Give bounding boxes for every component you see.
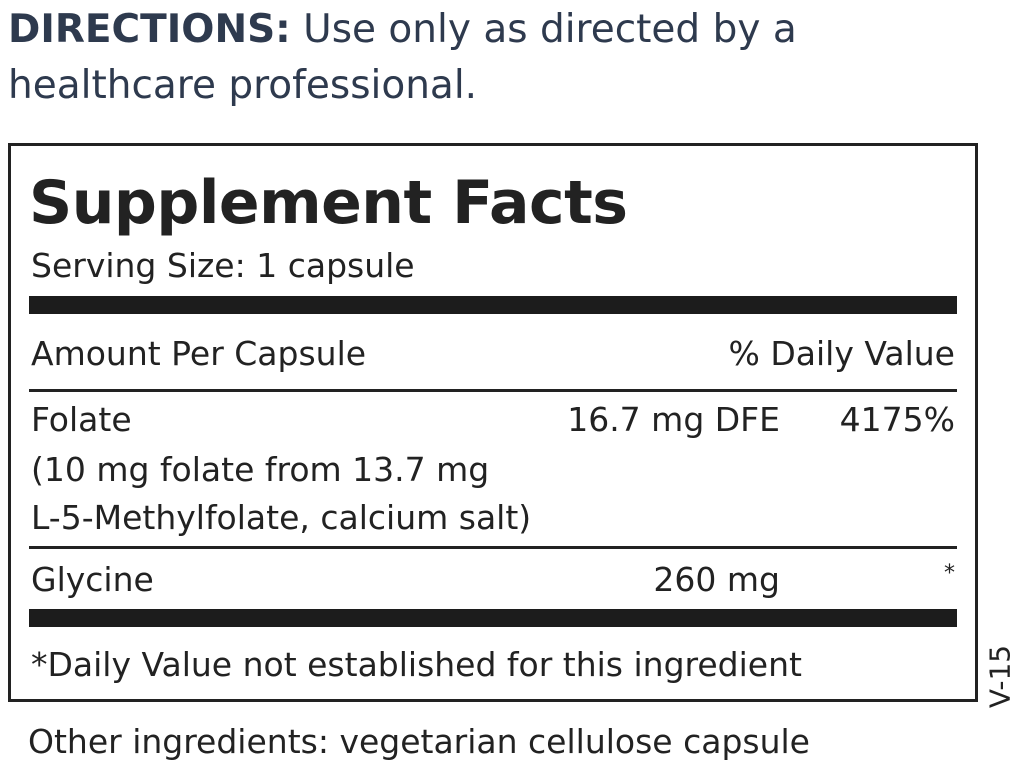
thick-divider [29,609,957,627]
directions: DIRECTIONS: Use only as directed by a he… [8,2,1008,114]
ingredient-row-folate: Folate 16.7 mg DFE 4175% [31,400,955,440]
ingredient-dv: 4175% [839,400,955,439]
ingredient-detail: (10 mg folate from 13.7 mg [31,450,490,489]
footnote: *Daily Value not established for this in… [31,645,802,684]
panel-title: Supplement Facts [29,168,628,238]
serving-size: Serving Size: 1 capsule [31,246,415,285]
header-amount: Amount Per Capsule [31,334,367,373]
product-code: V-15 [983,644,1017,709]
directions-text: Use only as directed by a healthcare pro… [8,7,797,108]
ingredient-dv: * [944,561,955,586]
directions-label: DIRECTIONS: [8,7,291,52]
ingredient-row-glycine: Glycine 260 mg * [31,560,955,600]
header-daily-value: % Daily Value [728,334,955,373]
ingredient-detail: L-5-Methylfolate, calcium salt) [31,498,532,537]
thin-divider [29,389,957,392]
supplement-facts-panel: Supplement Facts Serving Size: 1 capsule… [8,143,978,702]
other-ingredients: Other ingredients: vegetarian cellulose … [28,722,810,761]
header-row: Amount Per Capsule % Daily Value [31,334,955,374]
thick-divider [29,296,957,314]
ingredient-name: Glycine [31,560,154,599]
thin-divider [29,546,957,549]
ingredient-amount: 16.7 mg DFE [567,400,780,439]
ingredient-amount: 260 mg [653,560,780,599]
ingredient-name: Folate [31,400,132,439]
